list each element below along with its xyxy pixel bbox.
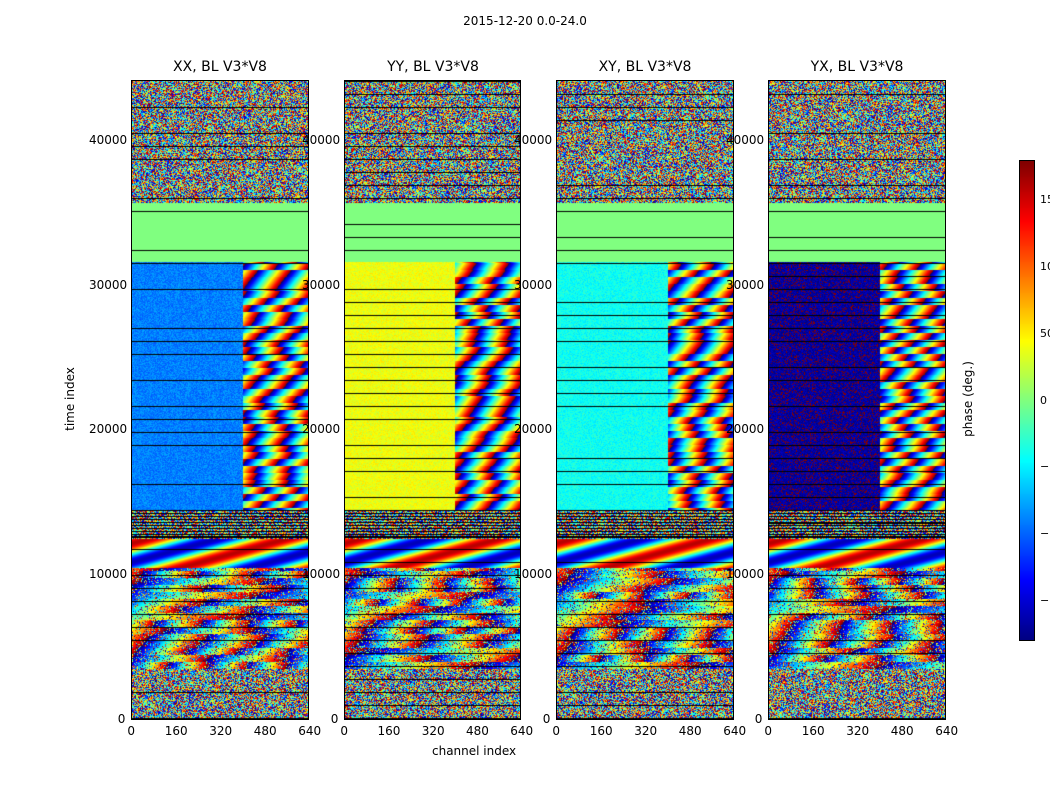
y-tick-label: 30000: [514, 277, 553, 292]
colorbar-tick-label: −150: [1040, 593, 1050, 607]
x-tick-label: 480: [890, 724, 914, 738]
x-tick-label: 640: [723, 724, 747, 738]
x-tick-label: 320: [846, 724, 870, 738]
colorbar-tick-label: 150: [1040, 193, 1050, 207]
heatmap-canvas-xy: [557, 81, 733, 719]
y-tick-label: 0: [117, 712, 126, 726]
heatmap-canvas-yx: [769, 81, 945, 719]
heatmap-panel-yx: [768, 80, 946, 720]
heatmap-panel-yy: [344, 80, 521, 720]
panel-title-xy: XY, BL V3*V8: [598, 59, 692, 75]
colorbar: [1019, 160, 1035, 641]
y-tick-label: 30000: [726, 277, 765, 292]
x-tick-label: 640: [935, 724, 959, 738]
y-tick-label: 0: [754, 712, 763, 726]
y-tick-label: 30000: [89, 277, 128, 292]
y-tick-label: 10000: [726, 567, 765, 582]
panel-title-yx: YX, BL V3*V8: [810, 59, 904, 75]
y-tick-label: 10000: [89, 567, 128, 582]
y-tick-label: 20000: [726, 422, 765, 437]
y-tick-label: 40000: [514, 132, 553, 147]
x-tick-label: 0: [552, 724, 561, 738]
y-tick-label: 30000: [302, 277, 341, 292]
x-tick-label: 160: [164, 724, 188, 738]
y-tick-label: 0: [542, 712, 551, 726]
x-axis-label: channel index: [432, 744, 517, 758]
colorbar-tick-label: 0: [1040, 393, 1047, 407]
panel-title-xx: XX, BL V3*V8: [173, 59, 267, 75]
y-tick-label: 0: [330, 712, 339, 726]
x-tick-label: 640: [298, 724, 322, 738]
y-tick-label: 10000: [302, 567, 341, 582]
x-tick-label: 320: [634, 724, 658, 738]
x-tick-label: 160: [801, 724, 825, 738]
x-tick-label: 480: [678, 724, 702, 738]
y-axis-label: time index: [62, 367, 77, 431]
x-tick-label: 0: [764, 724, 773, 738]
y-tick-label: 20000: [89, 422, 128, 437]
colorbar-label: phase (deg.): [960, 361, 975, 437]
colorbar-tick-label: −50: [1040, 460, 1050, 474]
x-tick-label: 320: [421, 724, 445, 738]
x-tick-label: 160: [589, 724, 613, 738]
x-tick-label: 480: [465, 724, 489, 738]
colorbar-canvas: [1020, 161, 1034, 640]
panel-title-yy: YY, BL V3*V8: [387, 59, 479, 75]
x-tick-label: 320: [209, 724, 233, 738]
x-tick-label: 0: [340, 724, 349, 738]
heatmap-canvas-yy: [345, 81, 520, 719]
heatmap-canvas-xx: [132, 81, 308, 719]
x-tick-label: 640: [510, 724, 534, 738]
figure-suptitle: 2015-12-20 0.0-24.0: [463, 14, 587, 28]
colorbar-tick-label: 100: [1040, 259, 1050, 273]
y-tick-label: 20000: [302, 422, 341, 437]
x-tick-label: 160: [377, 724, 401, 738]
colorbar-tick-label: 50: [1040, 326, 1050, 340]
x-tick-label: 480: [253, 724, 277, 738]
heatmap-panel-xx: [131, 80, 309, 720]
y-tick-label: 10000: [514, 567, 553, 582]
y-tick-label: 40000: [302, 132, 341, 147]
x-tick-label: 0: [127, 724, 136, 738]
colorbar-tick-label: −100: [1040, 527, 1050, 541]
y-tick-label: 40000: [89, 132, 128, 147]
heatmap-panel-xy: [556, 80, 734, 720]
y-tick-label: 40000: [726, 132, 765, 147]
y-tick-label: 20000: [514, 422, 553, 437]
